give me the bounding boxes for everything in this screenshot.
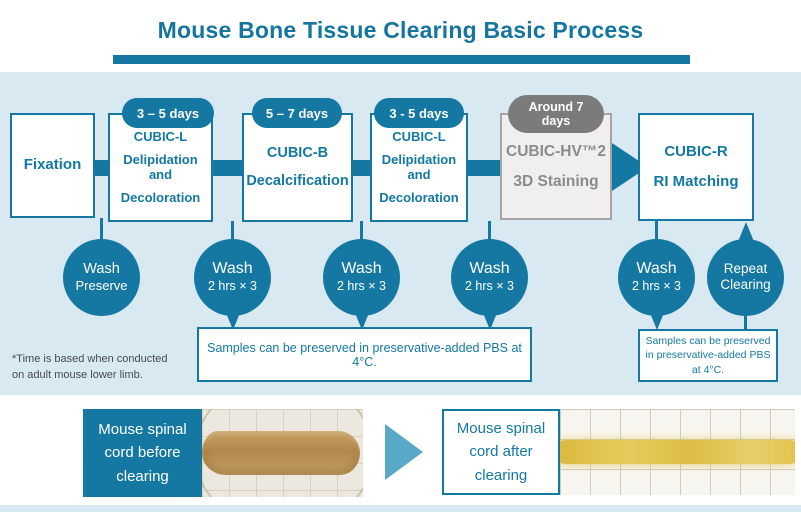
bubble-label: Wash	[83, 261, 120, 278]
step-box-cubic-r: CUBIC-R RI Matching	[638, 113, 754, 221]
bubble-wash-4: Wash 2 hrs × 3	[618, 239, 695, 316]
bubble-label: 2 hrs × 3	[632, 278, 681, 293]
connector-line	[100, 218, 103, 242]
connector-line	[655, 220, 658, 242]
bubble-label: Wash	[469, 260, 510, 278]
badge-label: days	[541, 114, 571, 128]
badge-days-3: 3 - 5 days	[374, 98, 464, 128]
connector-1	[95, 160, 108, 176]
bubble-label: Wash	[636, 260, 677, 278]
note-text: Samples can be preserved	[645, 335, 771, 348]
bubble-label: 2 hrs × 3	[337, 278, 386, 293]
bubble-wash-preserve: Wash Preserve	[63, 239, 140, 316]
page-title: Mouse Bone Tissue Clearing Basic Process	[157, 17, 644, 43]
connector-line	[744, 312, 747, 330]
step-label: CUBIC-B	[266, 144, 329, 161]
footnote: *Time is based when conducted on adult m…	[12, 352, 202, 384]
bubble-label: Preserve	[75, 277, 128, 293]
connector-3	[353, 160, 370, 176]
step-box-cubic-b: CUBIC-B Decalcification	[242, 113, 353, 222]
badge-days-4: Around 7 days	[508, 95, 604, 133]
step-box-fixation: Fixation	[10, 113, 95, 218]
label-after-clearing: Mouse spinal cord after clearing	[442, 409, 560, 495]
photo-spinal-cord-before	[202, 409, 363, 497]
badge-days-2: 5 – 7 days	[252, 98, 342, 128]
step-label: CUBIC-R	[664, 142, 728, 160]
step-box-cubic-l-2: CUBIC-L Delipidation and Decoloration	[370, 113, 468, 222]
bubble-wash-3: Wash 2 hrs × 3	[451, 239, 528, 316]
bubble-wash-2: Wash 2 hrs × 3	[323, 239, 400, 316]
label-line: clearing	[116, 467, 169, 485]
note-text: in preservative-added PBS	[645, 349, 771, 362]
step-label: Decoloration	[120, 189, 201, 205]
bubble-label: 2 hrs × 3	[208, 278, 257, 293]
connector-4	[468, 160, 500, 176]
connector-2	[213, 160, 242, 176]
step-label: Delipidation and	[381, 152, 457, 182]
spinal-cord-specimen-before	[202, 431, 360, 475]
badge-label: Around 7	[528, 99, 584, 114]
title-underline-bar	[113, 55, 690, 64]
badge-days-1: 3 – 5 days	[122, 98, 214, 128]
bubble-label: 2 hrs × 3	[465, 278, 514, 293]
step-label: Fixation	[23, 156, 82, 174]
note-text: Samples can be preserved in preservative…	[207, 340, 522, 369]
badge-label: 3 – 5 days	[136, 105, 200, 121]
badge-label: 5 – 7 days	[265, 105, 329, 121]
step-label: CUBIC-HV™2	[506, 142, 606, 160]
step-label: 3D Staining	[513, 173, 599, 190]
step-label: CUBIC-L	[133, 128, 188, 144]
bubble-label: Repeat	[723, 261, 768, 277]
note-text: at 4°C.	[691, 363, 725, 376]
bubble-repeat-clearing: Repeat Clearing	[707, 239, 784, 316]
label-line: Mouse spinal	[98, 421, 187, 439]
footnote-line: on adult mouse lower limb.	[12, 368, 143, 381]
bubble-tail	[648, 308, 666, 330]
step-label: RI Matching	[653, 173, 739, 190]
step-label: Decoloration	[379, 189, 459, 205]
label-line: clearing	[474, 466, 528, 484]
step-label: Decalcification	[246, 172, 349, 189]
bubble-label: Wash	[212, 260, 253, 278]
step-label: Delipidation and	[123, 152, 198, 182]
step-box-cubic-l-1: CUBIC-L Delipidation and Decoloration	[108, 113, 213, 222]
label-line: cord before	[104, 444, 181, 462]
label-before-clearing: Mouse spinal cord before clearing	[83, 409, 202, 497]
step-label: CUBIC-L	[392, 128, 446, 144]
bubble-wash-1: Wash 2 hrs × 3	[194, 239, 271, 316]
bubble-tail	[481, 308, 499, 330]
footnote-line: *Time is based when conducted	[12, 353, 168, 365]
connector-line	[231, 221, 234, 242]
bubble-tail	[224, 308, 242, 330]
connector-line	[488, 221, 491, 242]
label-line: cord after	[469, 443, 533, 461]
label-line: Mouse spinal	[456, 420, 546, 438]
badge-label: 3 - 5 days	[389, 105, 449, 121]
note-preserve-wide: Samples can be preserved in preservative…	[197, 327, 532, 382]
bubble-label: Wash	[341, 260, 382, 278]
bubble-tail	[353, 308, 371, 330]
before-after-arrow-icon	[385, 424, 423, 480]
note-preserve-right: Samples can be preserved in preservative…	[638, 329, 778, 382]
bottom-accent-strip	[0, 505, 801, 512]
bubble-tail	[737, 222, 755, 244]
spinal-cord-specimen-after	[560, 440, 795, 464]
photo-spinal-cord-after	[560, 409, 795, 495]
bubble-label: Clearing	[720, 276, 771, 292]
connector-line	[360, 221, 363, 242]
